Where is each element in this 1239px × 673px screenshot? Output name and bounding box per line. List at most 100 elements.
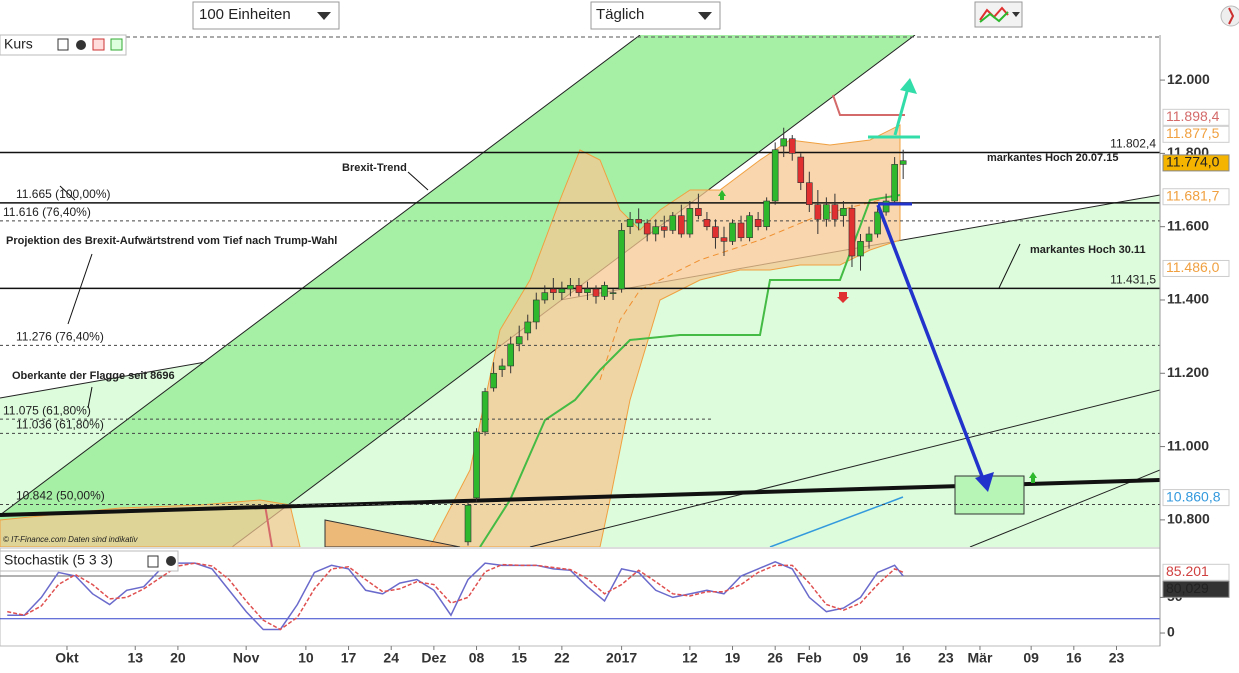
- x-tick-label: 23: [1109, 650, 1125, 666]
- y-tick-label: 11.000: [1167, 437, 1209, 453]
- upper-line: [832, 94, 905, 116]
- candle-body: [490, 372, 497, 389]
- value-label-box: [1162, 125, 1230, 143]
- candle-body: [754, 219, 762, 227]
- annotation: Brexit-Trend: [342, 162, 407, 174]
- candle-body: [507, 343, 514, 367]
- bollinger-band: [0, 499, 301, 547]
- candle-body: [532, 299, 540, 323]
- annotation-arrow: [67, 253, 93, 325]
- candle-body: [891, 164, 898, 202]
- x-tick-label: 12: [682, 650, 698, 666]
- x-tick-label: 26: [767, 650, 783, 666]
- upper-line: [264, 504, 273, 547]
- value-label: 85.201: [1166, 563, 1209, 579]
- x-tick-label: 08: [469, 650, 485, 666]
- candle-body: [464, 504, 472, 543]
- x-tick-label: 20: [170, 650, 186, 666]
- x-tick-label: 24: [383, 650, 399, 666]
- candle-body: [635, 219, 642, 224]
- level-label: 11.036 (61,80%): [16, 418, 104, 432]
- candle-body: [857, 241, 864, 257]
- x-tick-label: Nov: [233, 650, 260, 666]
- candle-body: [840, 208, 847, 216]
- icon[interactable]: [166, 556, 176, 566]
- candle-body: [806, 182, 813, 205]
- candle-body: [899, 160, 907, 165]
- panel-title: Stochastik (5 3 3): [4, 552, 113, 568]
- trend-line: [529, 389, 1160, 547]
- y-tick-label: 10.800: [1167, 511, 1210, 527]
- x-tick-label: 13: [127, 650, 143, 666]
- candle-body: [558, 288, 566, 293]
- value-label-box: [1162, 259, 1230, 277]
- value-label: 10.860,8: [1166, 488, 1221, 504]
- candle-body: [882, 200, 890, 213]
- candle-body: [567, 285, 574, 290]
- candle-body: [865, 233, 873, 242]
- candle-body: [788, 138, 796, 154]
- x-tick-label: 16: [895, 650, 911, 666]
- x-tick-label: Mär: [968, 650, 993, 666]
- annotation-arrow: [998, 243, 1021, 289]
- stop-line: [479, 194, 901, 547]
- price-plot: 11.802,4 11.431,5 11.665 (100,00%) 11.616 (…: [0, 35, 1160, 547]
- x-tick-label: 09: [1023, 650, 1039, 666]
- signal-up: [1029, 472, 1037, 483]
- projection-arrow: [876, 204, 987, 485]
- candle-body: [541, 292, 549, 301]
- x-tick-label: 22: [554, 650, 570, 666]
- logo-button[interactable]: [1220, 5, 1239, 27]
- candle-body: [771, 149, 779, 202]
- candle-body: [550, 288, 557, 293]
- value-label: 11.681,7: [1166, 187, 1220, 203]
- x-tick-label: Dez: [421, 650, 446, 666]
- value-label-box: [1162, 108, 1230, 126]
- units-select[interactable]: 100 Einheiten: [192, 1, 340, 30]
- candle-body: [720, 237, 728, 242]
- candle-body: [712, 226, 719, 238]
- icon[interactable]: [57, 38, 69, 51]
- candle-body: [669, 215, 677, 231]
- level-label: 11.075 (61,80%): [3, 403, 91, 417]
- stoch-header: Stochastik (5 3 3): [0, 550, 179, 572]
- icon[interactable]: [147, 555, 159, 568]
- period-select[interactable]: Täglich: [590, 1, 721, 30]
- annotation: Projektion des Brexit-Aufwärtstrend vom …: [6, 235, 337, 247]
- value-label-box: [1162, 188, 1230, 206]
- candle-body: [729, 222, 736, 242]
- icon[interactable]: [76, 40, 86, 50]
- candle-body: [626, 219, 634, 227]
- candle-body: [609, 292, 617, 294]
- period-text: Täglich: [596, 6, 644, 23]
- candle-body: [737, 222, 745, 238]
- value-label-box: [1162, 154, 1230, 172]
- value-label-box: [1162, 563, 1230, 581]
- candle-body: [823, 204, 830, 220]
- candle-body: [695, 208, 702, 216]
- candle-body: [498, 365, 506, 370]
- x-tick-label: Okt: [55, 650, 79, 666]
- flag-triangle: [324, 519, 461, 547]
- signal-up: [718, 190, 726, 200]
- icon[interactable]: [110, 38, 123, 51]
- icon[interactable]: [92, 38, 105, 51]
- blue-ma: [769, 496, 904, 547]
- candle-body: [874, 211, 881, 235]
- x-tick-label: 17: [341, 650, 357, 666]
- candle-body: [831, 204, 839, 220]
- level-label: 11.802,4: [1110, 137, 1156, 151]
- level-label: 11.616 (76,40%): [3, 205, 91, 219]
- x-tick-label: 15: [511, 650, 527, 666]
- x-tick-label: 16: [1066, 650, 1082, 666]
- annotation-arrow: [87, 386, 93, 409]
- x-tick-label: 10: [298, 650, 314, 666]
- candle-body: [618, 230, 625, 290]
- units-text: 100 Einheiten: [199, 6, 291, 23]
- annotation: Oberkante der Flagge seit 8696: [12, 370, 175, 382]
- indicator-button[interactable]: [974, 1, 1023, 28]
- candle-body: [703, 219, 711, 227]
- value-label: 11.774,0: [1166, 154, 1220, 170]
- value-label-box: [1162, 489, 1230, 507]
